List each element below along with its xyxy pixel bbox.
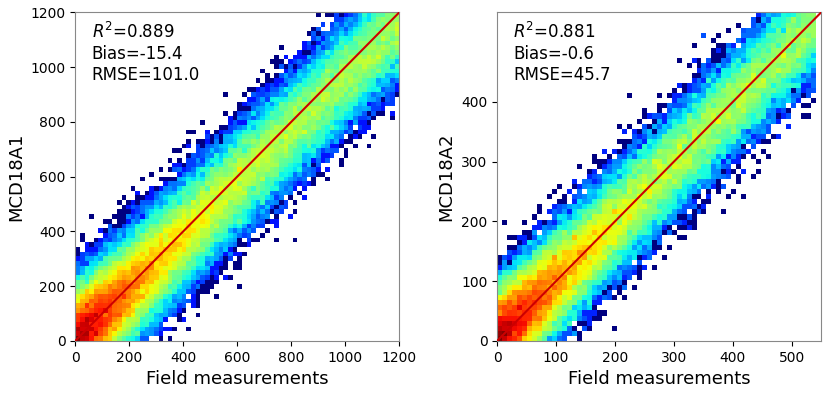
Y-axis label: MCD18A1: MCD18A1 (7, 132, 25, 221)
Y-axis label: MCD18A2: MCD18A2 (437, 132, 455, 221)
X-axis label: Field measurements: Field measurements (567, 370, 749, 388)
Text: $R^2$=0.881
Bias=-0.6
RMSE=45.7: $R^2$=0.881 Bias=-0.6 RMSE=45.7 (513, 22, 610, 84)
X-axis label: Field measurements: Field measurements (146, 370, 328, 388)
Text: $R^2$=0.889
Bias=-15.4
RMSE=101.0: $R^2$=0.889 Bias=-15.4 RMSE=101.0 (92, 22, 199, 84)
